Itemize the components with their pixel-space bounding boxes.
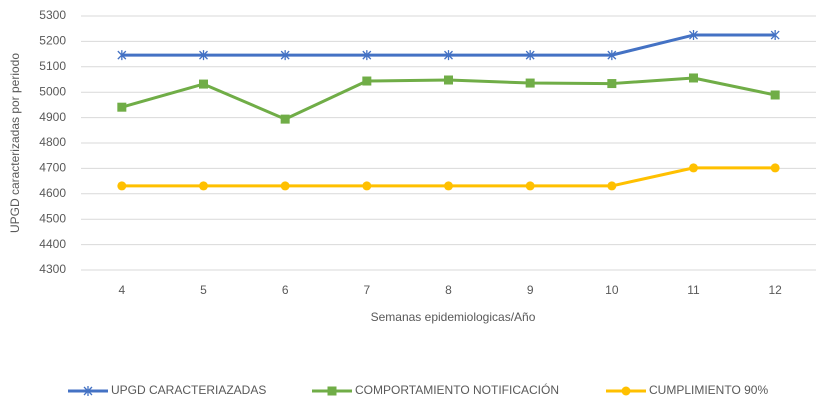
- marker: [444, 181, 453, 191]
- x-tick-label: 6: [282, 283, 289, 297]
- y-tick-label: 4600: [39, 186, 66, 200]
- marker: [689, 73, 698, 83]
- y-tick-label: 4700: [39, 161, 66, 175]
- x-tick-label: 11: [687, 283, 700, 297]
- y-tick-label: 4500: [39, 211, 66, 225]
- marker: [525, 78, 535, 88]
- marker: [525, 181, 535, 191]
- y-tick-label: 5100: [39, 59, 66, 73]
- marker: [444, 50, 453, 61]
- marker: [689, 30, 698, 41]
- marker: [607, 50, 617, 61]
- legend-label: COMPORTAMIENTO NOTIFICACIÓN: [355, 382, 559, 397]
- legend-label: UPGD CARACTERIAZADAS: [111, 383, 266, 397]
- marker: [607, 181, 617, 191]
- legend-label: CUMPLIMIENTO 90%: [649, 383, 768, 397]
- legend-marker: [327, 386, 337, 396]
- marker: [525, 50, 535, 61]
- y-tick-label: 4400: [39, 237, 66, 251]
- marker: [199, 50, 208, 61]
- x-tick-label: 7: [363, 283, 370, 297]
- marker: [362, 181, 372, 191]
- x-tick-label: 5: [200, 283, 207, 297]
- y-tick-label: 4800: [39, 135, 66, 149]
- marker: [280, 181, 290, 191]
- marker: [280, 50, 290, 61]
- marker: [199, 181, 208, 191]
- marker: [117, 102, 127, 112]
- y-tick-label: 5300: [39, 8, 66, 22]
- x-tick-label: 12: [768, 283, 782, 297]
- marker: [607, 79, 617, 89]
- marker: [199, 79, 208, 89]
- y-tick-label: 5200: [39, 34, 66, 48]
- marker: [770, 30, 780, 41]
- x-axis-title: Semanas epidemiologicas/Año: [371, 310, 536, 324]
- marker: [117, 50, 127, 61]
- marker: [444, 75, 453, 85]
- marker: [362, 76, 372, 86]
- x-tick-label: 9: [527, 283, 534, 297]
- x-tick-label: 10: [605, 283, 619, 297]
- legend-marker: [83, 386, 93, 396]
- marker: [362, 50, 372, 61]
- marker: [280, 114, 290, 124]
- x-tick-label: 8: [445, 283, 452, 297]
- x-tick-label: 4: [118, 283, 125, 297]
- y-tick-label: 4900: [39, 110, 66, 124]
- marker: [689, 163, 698, 173]
- y-axis-title: UPGD caracterizadas por periodo: [8, 53, 22, 233]
- y-tick-label: 4300: [39, 262, 66, 276]
- marker: [770, 163, 780, 173]
- legend-marker: [621, 386, 631, 396]
- y-tick-label: 5000: [39, 84, 66, 98]
- marker: [770, 90, 780, 100]
- marker: [117, 181, 127, 191]
